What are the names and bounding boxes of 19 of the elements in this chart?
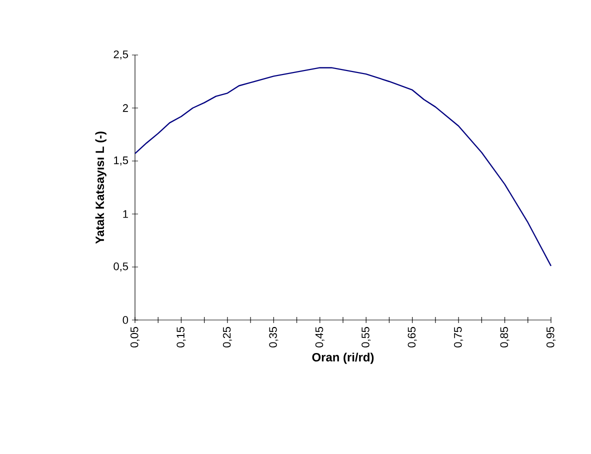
x-tick-label: 0,15 (176, 326, 186, 348)
x-tick-label: 0,45 (315, 326, 324, 348)
x-tick-label: 0,35 (269, 326, 278, 348)
x-tick-label: 0,85 (500, 326, 510, 348)
x-axis-title: Oran (ri/rd) (312, 352, 374, 364)
x-tick-label: 0,65 (408, 326, 417, 348)
y-axis-title: Yatak Katsayısı L (-) (95, 132, 106, 244)
x-tick-label: 0,25 (222, 326, 232, 348)
x-tick-label: 0,95 (546, 326, 556, 348)
x-tick-label: 0,55 (362, 326, 371, 348)
line-series (134, 67, 552, 267)
x-tick-label: 0,75 (454, 326, 464, 348)
x-tick-label: 0,05 (130, 326, 140, 348)
y-tick-label: 0,5 (114, 262, 128, 272)
y-tick-label: 0 (122, 316, 128, 324)
y-tick-label: 1,5 (114, 156, 128, 166)
y-tick-label: 1 (123, 210, 128, 218)
y-tick-label: 2,5 (114, 50, 128, 60)
y-tick-label: 2 (122, 104, 128, 112)
